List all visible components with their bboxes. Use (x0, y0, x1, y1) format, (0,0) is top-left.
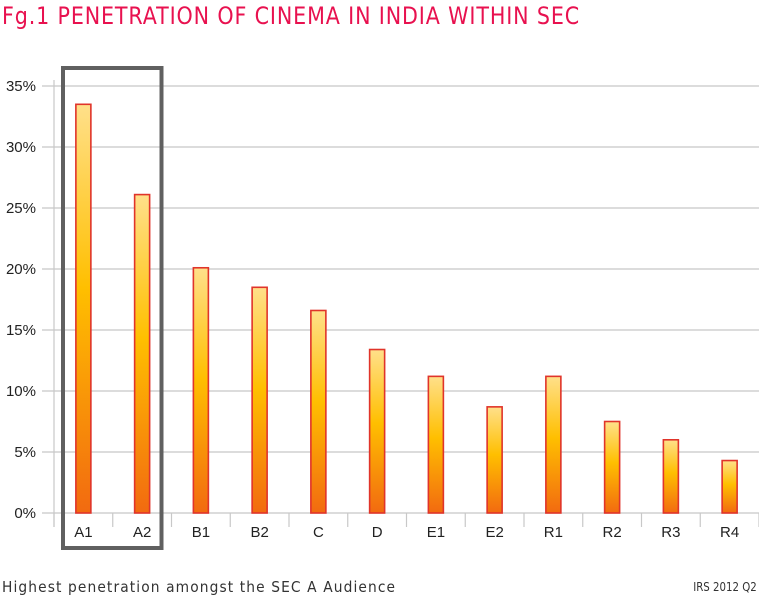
x-tick-labels: A1 A2 B1 B2 C D E1 E2 R1 R2 R3 R4 (74, 524, 739, 541)
y-tick-label: 15% (6, 322, 36, 339)
x-tick-label: D (372, 524, 383, 541)
x-tick-label: E2 (485, 524, 503, 541)
bar-B1 (192, 266, 210, 514)
x-tick-label: E1 (427, 524, 445, 541)
chart-caption: Highest penetration amongst the SEC A Au… (2, 578, 397, 596)
bar-A1 (75, 103, 92, 514)
y-tick-label: 25% (6, 200, 36, 217)
bar-E1 (427, 375, 445, 514)
y-tick-label: 0% (14, 505, 36, 522)
x-tick-label: R1 (544, 524, 563, 541)
highlight-box (61, 66, 164, 550)
bar-chart: 0% 5% 10% 15% 20% 25% 30% 35% A1 A2 B1 B2 C D E1 E2 R1 R… (6, 66, 759, 550)
highlight-box-layer (61, 66, 164, 550)
y-tick-labels: 0% 5% 10% 15% 20% 25% 30% 35% (6, 78, 36, 522)
bar-R1 (545, 375, 562, 514)
x-tick-label: C (313, 524, 324, 541)
x-tick-label: R3 (661, 524, 680, 541)
bar-R3 (662, 438, 680, 514)
x-tick-label: A2 (133, 524, 151, 541)
x-tick-label: A1 (74, 524, 92, 541)
chart-title: Fg.1 PENETRATION OF CINEMA IN INDIA WITH… (2, 2, 581, 30)
bar-R2 (603, 420, 621, 514)
y-tick-label: 30% (6, 139, 36, 156)
bar-E2 (486, 406, 503, 514)
x-tick-label: R2 (603, 524, 622, 541)
source-note: IRS 2012 Q2 (693, 580, 757, 594)
bar-D (368, 348, 386, 514)
bar-B2 (251, 286, 268, 514)
x-tick-label: R4 (720, 524, 739, 541)
bars (75, 103, 738, 514)
bar-A2 (133, 193, 151, 514)
x-tick-label: B1 (192, 524, 210, 541)
y-tick-label: 35% (6, 78, 36, 95)
y-tick-label: 10% (6, 383, 36, 400)
y-tick-label: 20% (6, 261, 36, 278)
bar-R4 (721, 459, 738, 514)
y-tick-label: 5% (14, 444, 36, 461)
bar-C (310, 309, 327, 514)
x-tick-label: B2 (250, 524, 268, 541)
axes (53, 80, 759, 527)
